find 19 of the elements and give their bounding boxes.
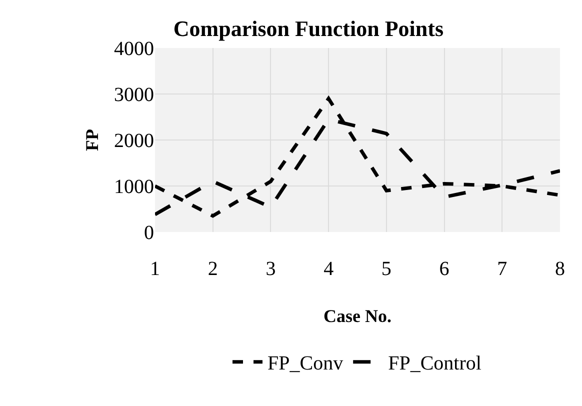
y-tick-label: 3000: [114, 84, 154, 106]
x-axis-title: Case No.: [324, 306, 392, 326]
x-tick-label: 8: [555, 258, 565, 280]
chart-title: Comparison Function Points: [173, 16, 444, 42]
legend-label: FP_Conv: [268, 352, 344, 375]
y-tick-label: 0: [144, 222, 154, 244]
x-tick-label: 3: [266, 258, 276, 280]
x-tick-label: 1: [150, 258, 160, 280]
x-tick-label: 2: [208, 258, 218, 280]
x-tick-label: 6: [439, 258, 450, 280]
line-series: [155, 96, 560, 218]
y-axis-title: FP: [82, 129, 102, 151]
x-tick-label: 4: [324, 258, 334, 280]
legend-label: FP_Control: [388, 352, 482, 375]
x-tick-label: 7: [497, 258, 508, 280]
y-tick-label: 2000: [114, 130, 154, 152]
y-tick-label: 1000: [114, 176, 154, 198]
y-tick-label: 4000: [114, 38, 154, 60]
x-tick-label: 5: [381, 258, 392, 280]
